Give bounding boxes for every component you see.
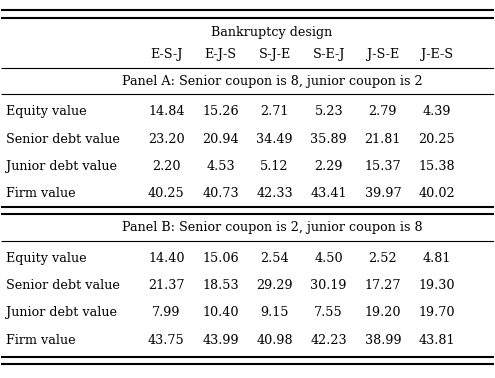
Text: 43.75: 43.75	[148, 334, 185, 347]
Text: 42.33: 42.33	[256, 187, 293, 200]
Text: Firm value: Firm value	[6, 187, 76, 200]
Text: 2.20: 2.20	[152, 160, 181, 173]
Text: 5.12: 5.12	[260, 160, 289, 173]
Text: Panel B: Senior coupon is 2, junior coupon is 8: Panel B: Senior coupon is 2, junior coup…	[122, 221, 422, 234]
Text: 2.71: 2.71	[260, 105, 289, 118]
Text: 2.29: 2.29	[314, 160, 343, 173]
Text: Panel A: Senior coupon is 8, junior coupon is 2: Panel A: Senior coupon is 8, junior coup…	[122, 75, 422, 88]
Text: 20.94: 20.94	[202, 133, 239, 146]
Text: 7.99: 7.99	[152, 306, 181, 319]
Text: J-E-S: J-E-S	[421, 48, 453, 61]
Text: 2.79: 2.79	[369, 105, 397, 118]
Text: 10.40: 10.40	[202, 306, 239, 319]
Text: 4.81: 4.81	[423, 251, 451, 265]
Text: 40.02: 40.02	[419, 187, 455, 200]
Text: E-J-S: E-J-S	[204, 48, 237, 61]
Text: 35.89: 35.89	[310, 133, 347, 146]
Text: 14.84: 14.84	[148, 105, 185, 118]
Text: 9.15: 9.15	[260, 306, 289, 319]
Text: 14.40: 14.40	[148, 251, 185, 265]
Text: 4.53: 4.53	[206, 160, 235, 173]
Text: 43.81: 43.81	[419, 334, 455, 347]
Text: 23.20: 23.20	[148, 133, 185, 146]
Text: 18.53: 18.53	[202, 279, 239, 292]
Text: 21.81: 21.81	[365, 133, 401, 146]
Text: 15.38: 15.38	[419, 160, 455, 173]
Text: 40.25: 40.25	[148, 187, 185, 200]
Text: Senior debt value: Senior debt value	[6, 133, 120, 146]
Text: 19.70: 19.70	[419, 306, 455, 319]
Text: Equity value: Equity value	[6, 251, 87, 265]
Text: 15.26: 15.26	[202, 105, 239, 118]
Text: E-S-J: E-S-J	[150, 48, 183, 61]
Text: Senior debt value: Senior debt value	[6, 279, 120, 292]
Text: 40.98: 40.98	[256, 334, 293, 347]
Text: 42.23: 42.23	[310, 334, 347, 347]
Text: Equity value: Equity value	[6, 105, 87, 118]
Text: 2.52: 2.52	[369, 251, 397, 265]
Text: 34.49: 34.49	[256, 133, 293, 146]
Text: 30.19: 30.19	[310, 279, 347, 292]
Text: Bankruptcy design: Bankruptcy design	[211, 26, 333, 39]
Text: 7.55: 7.55	[314, 306, 343, 319]
Text: Junior debt value: Junior debt value	[6, 306, 117, 319]
Text: 4.50: 4.50	[314, 251, 343, 265]
Text: 5.23: 5.23	[314, 105, 343, 118]
Text: 15.06: 15.06	[202, 251, 239, 265]
Text: 29.29: 29.29	[256, 279, 293, 292]
Text: 43.41: 43.41	[310, 187, 347, 200]
Text: 19.30: 19.30	[419, 279, 455, 292]
Text: 39.97: 39.97	[364, 187, 401, 200]
Text: 19.20: 19.20	[365, 306, 401, 319]
Text: 38.99: 38.99	[364, 334, 401, 347]
Text: S-E-J: S-E-J	[312, 48, 345, 61]
Text: Firm value: Firm value	[6, 334, 76, 347]
Text: J-S-E: J-S-E	[367, 48, 399, 61]
Text: 2.54: 2.54	[260, 251, 289, 265]
Text: 15.37: 15.37	[364, 160, 401, 173]
Text: 21.37: 21.37	[148, 279, 185, 292]
Text: S-J-E: S-J-E	[258, 48, 291, 61]
Text: Junior debt value: Junior debt value	[6, 160, 117, 173]
Text: 17.27: 17.27	[365, 279, 401, 292]
Text: 43.99: 43.99	[202, 334, 239, 347]
Text: 4.39: 4.39	[423, 105, 451, 118]
Text: 40.73: 40.73	[202, 187, 239, 200]
Text: 20.25: 20.25	[419, 133, 455, 146]
